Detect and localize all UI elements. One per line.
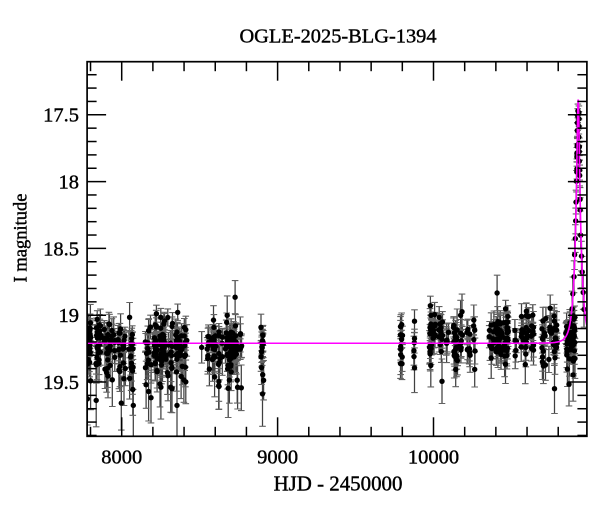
svg-text:19.5: 19.5: [43, 372, 79, 394]
svg-text:18: 18: [59, 172, 80, 194]
svg-text:10000: 10000: [408, 447, 459, 469]
svg-text:9000: 9000: [257, 447, 298, 469]
svg-text:18.5: 18.5: [43, 238, 79, 260]
svg-text:OGLE-2025-BLG-1394: OGLE-2025-BLG-1394: [239, 26, 436, 48]
svg-text:19: 19: [59, 305, 80, 327]
svg-text:8000: 8000: [101, 447, 142, 469]
svg-text:HJD - 2450000: HJD - 2450000: [274, 472, 403, 496]
svg-text:17.5: 17.5: [43, 105, 79, 127]
svg-text:I magnitude: I magnitude: [12, 194, 32, 283]
